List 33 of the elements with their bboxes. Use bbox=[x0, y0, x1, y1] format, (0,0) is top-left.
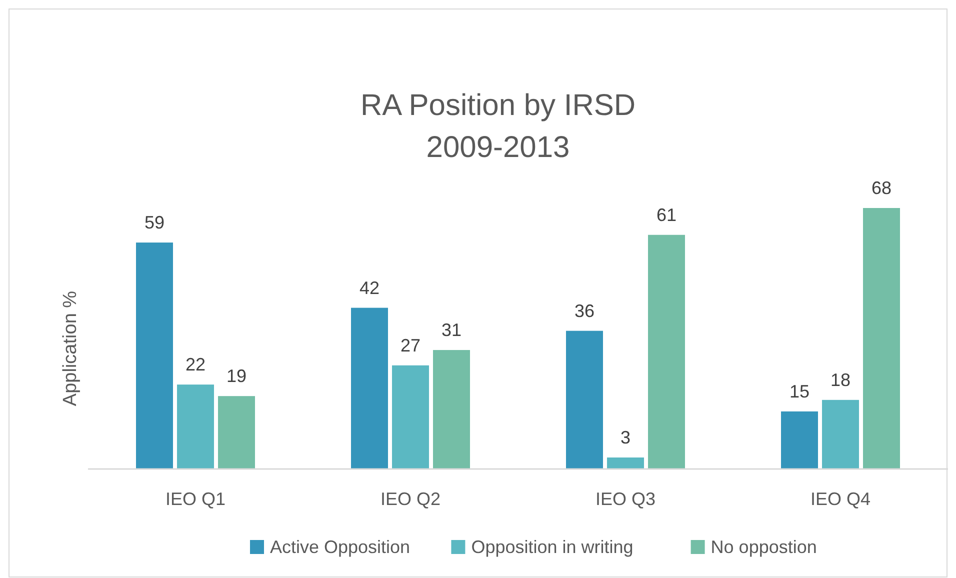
data-label: 61 bbox=[656, 204, 677, 225]
bar bbox=[433, 350, 470, 469]
data-label: 36 bbox=[574, 300, 595, 321]
legend-label: Active Opposition bbox=[270, 537, 410, 557]
legend-label: Opposition in writing bbox=[471, 537, 634, 557]
data-label: 18 bbox=[830, 370, 851, 390]
legend-label: No oppostion bbox=[710, 537, 817, 557]
bar bbox=[218, 396, 255, 469]
bar bbox=[781, 411, 818, 469]
bar bbox=[607, 457, 644, 469]
bar bbox=[351, 308, 388, 469]
data-label: 31 bbox=[441, 320, 462, 340]
x-tick-label: IEO Q1 bbox=[165, 489, 226, 509]
x-tick-label: IEO Q3 bbox=[595, 489, 656, 509]
bar bbox=[566, 330, 603, 469]
bar bbox=[136, 242, 173, 469]
x-tick-label: IEO Q2 bbox=[380, 489, 441, 509]
data-label: 42 bbox=[359, 278, 380, 298]
data-label: 59 bbox=[144, 212, 165, 233]
data-label: 68 bbox=[871, 178, 892, 198]
bar bbox=[177, 384, 214, 469]
bar bbox=[648, 234, 685, 469]
bar bbox=[392, 365, 429, 469]
x-tick-label: IEO Q4 bbox=[810, 489, 871, 509]
data-label: 3 bbox=[620, 427, 631, 448]
bar bbox=[863, 208, 900, 469]
data-label: 22 bbox=[185, 354, 206, 375]
chart-title: RA Position by IRSD 2009-2013 bbox=[360, 89, 636, 164]
data-label: 15 bbox=[789, 381, 810, 402]
y-axis-title: Application % bbox=[60, 290, 81, 406]
bar bbox=[822, 400, 859, 469]
data-label: 27 bbox=[400, 335, 421, 356]
data-label: 19 bbox=[226, 366, 247, 386]
